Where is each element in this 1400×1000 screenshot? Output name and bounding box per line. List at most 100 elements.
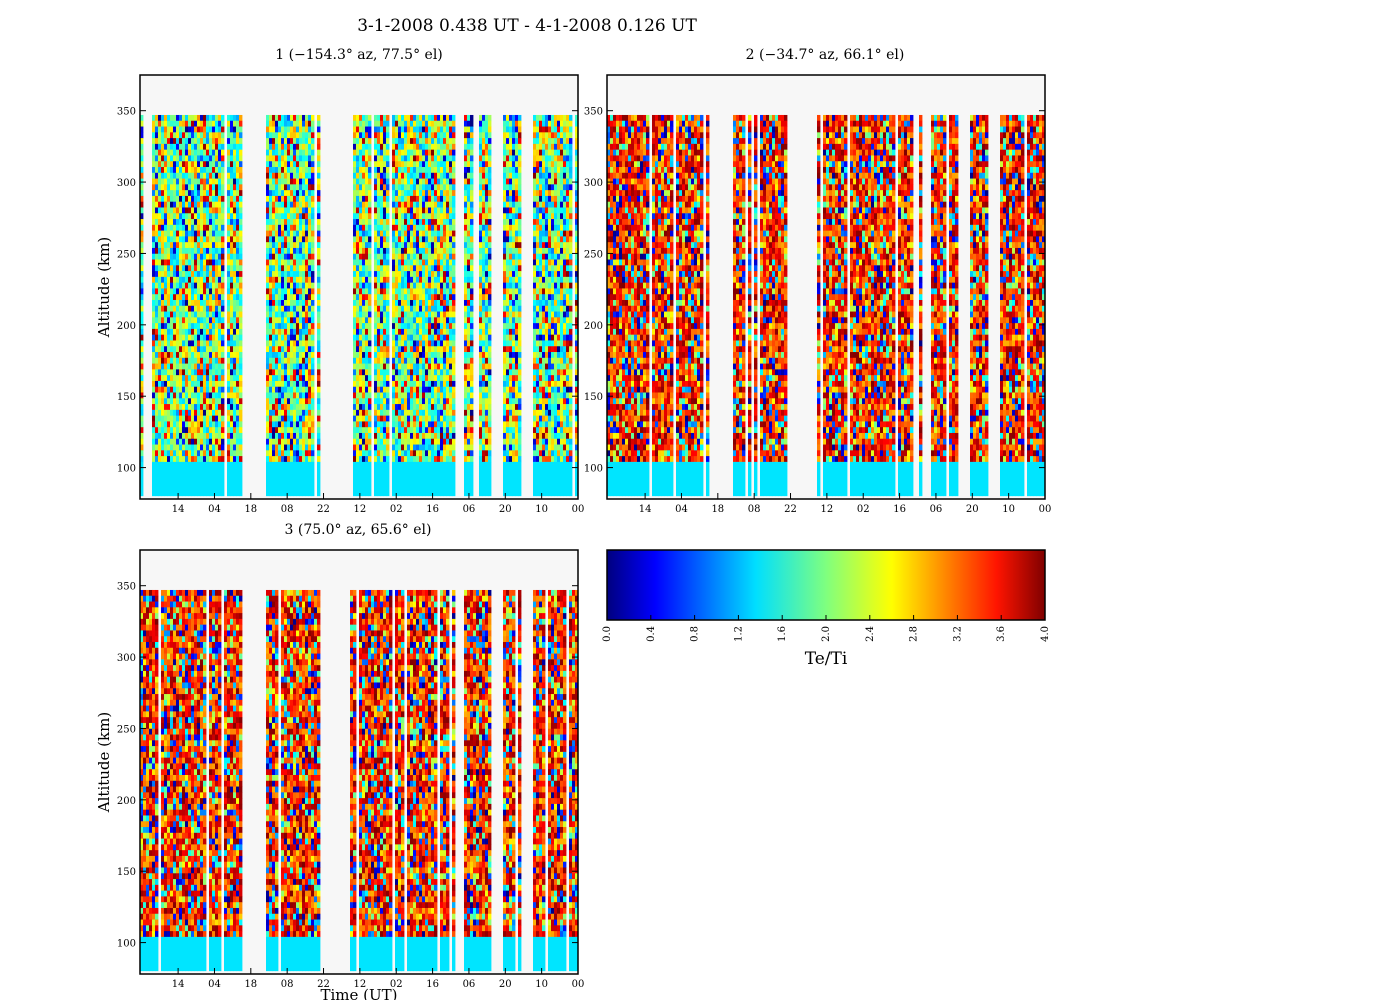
heatmap-cell [386,242,390,249]
heatmap-cell [362,230,366,237]
heatmap-cell [383,328,387,336]
heatmap-cell [269,253,273,260]
heatmap-cell [230,328,234,336]
heatmap-cell [185,311,189,318]
heatmap-cell [167,276,171,284]
heatmap-cell [212,415,216,422]
heatmap-cell [299,375,303,382]
heatmap-cell [209,167,213,174]
heatmap-cell [227,346,231,353]
heatmap-cell [356,311,360,318]
heatmap-cell [155,346,159,353]
heatmap-cell [140,328,144,336]
heatmap-cell [395,224,399,232]
heatmap-cell [386,438,390,445]
heatmap-cell [362,363,366,370]
heatmap-cell [215,456,219,463]
heatmap-cell [275,404,279,411]
heatmap-cell [425,456,429,463]
heatmap-cell [368,190,372,197]
heatmap-cell [200,375,204,382]
heatmap-cell [374,247,378,255]
heatmap-cell [152,305,156,312]
heatmap-cell [362,323,366,330]
heatmap-cell [272,143,276,151]
heatmap-cell [299,207,303,214]
heatmap-cell [167,213,171,220]
heatmap-cell [290,323,294,330]
heatmap-cell [275,438,279,445]
heatmap-cell [431,456,435,463]
heatmap-cell [236,149,240,156]
heatmap-cell [299,178,303,185]
heatmap-cell [374,392,378,399]
heatmap-cell [440,201,444,208]
heatmap-cell [293,126,297,133]
heatmap-cell [425,219,429,226]
heatmap-cell [269,438,273,445]
heatmap-cell [212,398,216,405]
heatmap-cell [197,276,201,284]
heatmap-cell [356,155,360,162]
heatmap-cell [152,380,156,388]
heatmap-cell [431,161,435,168]
heatmap-cell [266,253,270,260]
heatmap-cell [236,259,240,266]
heatmap-cell [377,450,381,457]
heatmap-cell [179,201,183,208]
heatmap-cell [467,230,471,237]
heatmap-cell [188,265,192,272]
heatmap-cell [443,114,447,122]
heatmap-cell [443,305,447,312]
heatmap-cell [173,380,177,388]
heatmap-cell [392,427,396,434]
heatmap-cell [407,334,411,341]
heatmap-cell [281,369,285,376]
heatmap-cell [278,438,282,445]
heatmap-cell [305,299,309,307]
heatmap-cell [368,265,372,272]
heatmap-cell [239,242,243,249]
heatmap-cell [356,184,360,191]
heatmap-cell [197,167,201,174]
heatmap-cell [386,126,390,133]
heatmap-cell [293,409,297,417]
heatmap-cell [185,375,189,382]
heatmap-cell [275,230,279,237]
heatmap-cell [236,253,240,260]
heatmap-cell [446,247,450,255]
heatmap-cell [239,120,243,127]
heatmap-cell [140,132,144,139]
heatmap-cell [392,456,396,463]
heatmap-cell [287,126,291,133]
heatmap-cell [287,340,291,347]
heatmap-cell [140,114,144,122]
heatmap-cell [305,259,309,266]
heatmap-cell [383,120,387,127]
heatmap-cell [467,236,471,243]
heatmap-cell [212,450,216,457]
heatmap-cell [221,450,225,457]
heatmap-cell [182,282,186,289]
heatmap-cell [434,161,438,168]
heatmap-cell [233,184,237,191]
heatmap-cell [443,132,447,139]
heatmap-cell [305,311,309,318]
heatmap-cell [170,149,174,156]
heatmap-cell [302,114,306,122]
heatmap-cell [173,305,177,312]
heatmap-cell [395,421,399,428]
heatmap-cell [425,132,429,139]
heatmap-cell [419,132,423,139]
heatmap-cell [191,213,195,220]
heatmap-cell [290,404,294,411]
heatmap-cell [353,282,357,289]
heatmap-cell [230,236,234,243]
heatmap-cell [230,247,234,255]
heatmap-cell [311,409,315,417]
heatmap-cell [317,271,321,278]
heatmap-cell [308,415,312,422]
heatmap-cell [317,213,321,220]
heatmap-cell [407,161,411,168]
heatmap-cell [167,155,171,162]
